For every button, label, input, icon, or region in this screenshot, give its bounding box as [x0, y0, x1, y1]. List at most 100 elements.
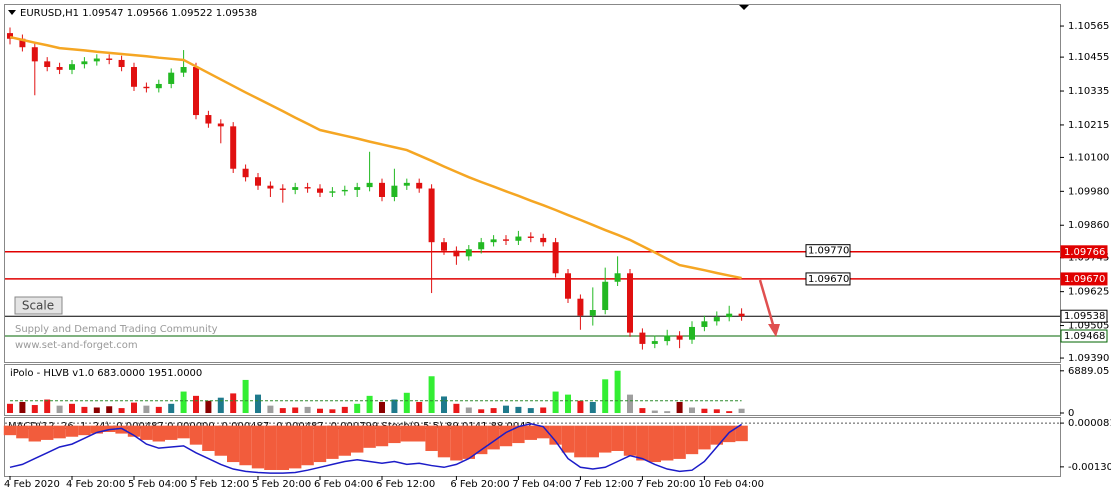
macd-bar [276, 425, 289, 470]
candle-body [205, 115, 212, 124]
volume-bar [515, 406, 522, 413]
candle-body [391, 185, 398, 197]
candle-body [614, 273, 621, 282]
candle-body [403, 182, 410, 186]
macd-bar [214, 425, 227, 456]
arrow-line [758, 279, 776, 329]
volume-bar [627, 394, 633, 413]
volume-bar [304, 406, 311, 413]
macd-bar [65, 425, 79, 437]
volume-bar [31, 405, 38, 413]
stoch-line [9, 423, 743, 474]
macd-bar [450, 425, 463, 461]
y-tick-label: -0.001301 [1068, 462, 1111, 473]
candle-body [366, 182, 373, 188]
macd-bar [661, 425, 674, 461]
candle-body [279, 188, 286, 190]
macd-bar [78, 425, 91, 436]
volume-bar [552, 391, 559, 413]
volume-bar [56, 405, 63, 413]
candle-body [93, 58, 100, 62]
volume-bar [726, 411, 733, 413]
candle-body [639, 332, 646, 344]
macd-bar [400, 425, 413, 442]
candle-body [651, 341, 658, 344]
macd-bar [549, 425, 562, 445]
macd-bar [636, 425, 649, 461]
candle-body [267, 185, 274, 189]
macd-bar [313, 425, 327, 463]
macd-bar [648, 425, 661, 463]
x-tick-label: 10 Feb 04:00 [698, 479, 764, 490]
menu-arrow[interactable] [8, 10, 16, 15]
macd-bar [28, 425, 41, 442]
volume-bar [106, 406, 113, 413]
macd-bar [673, 425, 686, 459]
volume-bar [69, 403, 75, 413]
moving-average [9, 35, 742, 280]
candle-body [255, 177, 261, 186]
volume-bar [341, 406, 348, 413]
volume-title: iPolo - HLVB v1.0 683.0000 1951.0000 [10, 368, 202, 379]
candle-body [552, 242, 559, 274]
scale-button[interactable] [14, 296, 63, 315]
macd-panel [4, 417, 1061, 477]
candle-body [180, 67, 187, 73]
macd-bar [152, 425, 165, 442]
y-tick-label: 1.09860 [1068, 220, 1109, 231]
volume-bar [193, 395, 199, 413]
volume-bar [230, 393, 237, 413]
volume-bar [168, 403, 175, 413]
volume-bar [180, 391, 187, 413]
scale-button-label[interactable]: Scale [22, 299, 54, 313]
macd-bar [413, 425, 426, 442]
zone-label: 1.09770 [808, 246, 849, 257]
macd-bar [140, 425, 153, 440]
macd-bar [710, 425, 723, 445]
macd-bar [202, 425, 215, 451]
volume-bar [478, 409, 485, 413]
x-tick-label: 6 Feb 04:00 [314, 479, 373, 490]
y-tick-label: 1.09390 [1068, 353, 1109, 364]
candle-body [7, 33, 13, 39]
macd-bar [177, 425, 190, 439]
macd-bar [115, 425, 128, 434]
macd-bar [338, 425, 351, 456]
macd-bar [537, 425, 550, 439]
candle-body [168, 72, 175, 84]
macd-bar [189, 425, 203, 445]
volume-bar [490, 408, 497, 413]
y-tick-label: 1.10455 [1068, 52, 1109, 63]
candle-body [81, 61, 88, 65]
shift-marker [739, 5, 749, 10]
macd-bar [363, 425, 376, 448]
level-label: 1.09670 [1064, 274, 1105, 285]
candle-body [143, 86, 150, 89]
x-tick-label: 7 Feb 12:00 [574, 479, 633, 490]
macd-bar [326, 425, 339, 459]
candle-body [676, 335, 683, 340]
candle-body [292, 187, 299, 190]
volume-bar [329, 409, 336, 413]
volume-bar [614, 370, 621, 413]
volume-bar [366, 395, 373, 413]
volume-bar [676, 401, 683, 413]
level-tag [1060, 245, 1108, 259]
x-tick-label: 4 Feb 2020 [4, 479, 60, 490]
volume-bar [143, 405, 150, 413]
macd-bar [685, 425, 699, 455]
candle-body [577, 298, 584, 316]
macd-bar [599, 425, 612, 453]
zone-label: 1.09670 [808, 274, 849, 285]
level-tag [1060, 309, 1108, 323]
volume-bar [44, 399, 51, 413]
macd-bar [698, 425, 711, 450]
macd-bar [388, 425, 401, 444]
volume-bar [242, 379, 249, 413]
x-tick-label: 7 Feb 04:00 [512, 479, 571, 490]
candle-body [329, 191, 336, 193]
zone-label-box [805, 244, 851, 258]
candle-body [565, 273, 571, 299]
candle-body [441, 242, 447, 251]
main-panel [4, 4, 1061, 363]
